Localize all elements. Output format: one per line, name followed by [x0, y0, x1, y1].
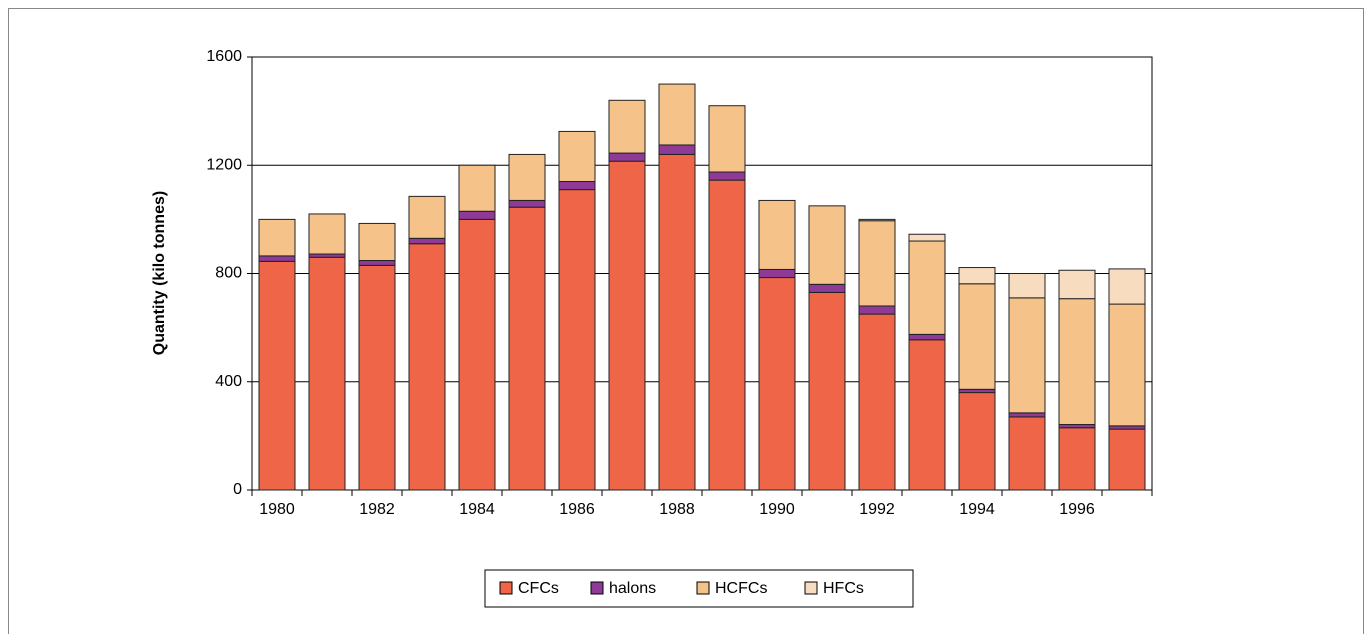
bar-segment — [758, 277, 796, 491]
legend-swatch — [499, 581, 513, 595]
bar-segment — [658, 144, 696, 155]
bar-segment — [708, 171, 746, 181]
bar-segment — [908, 233, 946, 242]
bar-segment — [708, 179, 746, 491]
x-tick-label: 1988 — [659, 501, 695, 518]
bar-segment — [258, 255, 296, 262]
x-tick-label: 1980 — [259, 501, 295, 518]
bar-segment — [858, 313, 896, 491]
bar-segment — [758, 268, 796, 279]
bar-segment — [958, 283, 996, 390]
bar-segment — [1008, 416, 1046, 491]
bar-segment — [408, 237, 446, 245]
bar-segment — [858, 218, 896, 222]
bar-segment — [858, 220, 896, 307]
bar-segment — [958, 392, 996, 491]
y-tick-label: 0 — [233, 481, 242, 498]
bar-segment — [508, 199, 546, 208]
x-tick-label: 1994 — [959, 501, 995, 518]
legend-swatch — [804, 581, 818, 595]
bar-segment — [358, 260, 396, 266]
x-tick-label: 1982 — [359, 501, 395, 518]
y-tick-label: 400 — [215, 373, 242, 390]
bar-segment — [458, 164, 496, 212]
bar-segment — [1058, 298, 1096, 426]
y-tick-label: 1200 — [206, 156, 242, 173]
bar-segment — [508, 206, 546, 491]
bar-segment — [358, 264, 396, 491]
y-tick-label: 1600 — [206, 48, 242, 65]
bar-segment — [258, 260, 296, 491]
bar-segment — [808, 205, 846, 285]
legend-label: HCFCs — [715, 580, 767, 597]
legend-label: HFCs — [823, 580, 864, 597]
bar-segment — [558, 130, 596, 182]
bar-segment — [408, 243, 446, 491]
legend-label: halons — [609, 580, 656, 597]
bar-segment — [1108, 303, 1146, 427]
bar-segment — [658, 83, 696, 146]
bar-segment — [408, 195, 446, 239]
x-tick-label: 1984 — [459, 501, 495, 518]
bar-segment — [908, 339, 946, 491]
bar-segment — [1008, 273, 1046, 299]
bar-segment — [908, 333, 946, 341]
bar-segment — [358, 222, 396, 262]
bar-segment — [508, 153, 546, 201]
bar-segment — [658, 153, 696, 491]
y-tick-label: 800 — [215, 265, 242, 282]
bar-segment — [1058, 269, 1096, 300]
bar-segment — [1108, 428, 1146, 491]
bar-segment — [608, 152, 646, 162]
frame — [8, 8, 1364, 639]
legend-swatch — [590, 581, 604, 595]
bar-segment — [558, 189, 596, 491]
bar-segment — [558, 180, 596, 191]
bar-segment — [308, 256, 346, 491]
bar-segment — [608, 160, 646, 491]
y-axis-label: Quantity (kilo tonnes) — [151, 191, 168, 355]
bar-segment — [808, 291, 846, 491]
bar-segment — [958, 267, 996, 285]
bar-segment — [808, 283, 846, 293]
bar-segment — [608, 99, 646, 154]
legend-swatch — [696, 581, 710, 595]
bar-segment — [1008, 412, 1046, 418]
bar-segment — [908, 240, 946, 335]
x-tick-label: 1996 — [1059, 501, 1095, 518]
bar-segment — [258, 218, 296, 257]
bar-segment — [1108, 268, 1146, 305]
bar-segment — [708, 105, 746, 173]
bar-segment — [458, 218, 496, 491]
x-tick-label: 1986 — [559, 501, 595, 518]
legend-label: CFCs — [518, 580, 559, 597]
bar-segment — [458, 210, 496, 220]
x-tick-label: 1992 — [859, 501, 895, 518]
bar-segment — [758, 199, 796, 270]
bar-segment — [1058, 427, 1096, 491]
bar-segment — [308, 213, 346, 255]
x-tick-label: 1990 — [759, 501, 795, 518]
bar-segment — [858, 305, 896, 315]
bar-segment — [1008, 297, 1046, 414]
